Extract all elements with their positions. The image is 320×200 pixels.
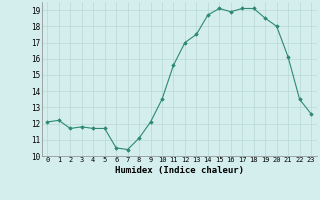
X-axis label: Humidex (Indice chaleur): Humidex (Indice chaleur) bbox=[115, 166, 244, 175]
